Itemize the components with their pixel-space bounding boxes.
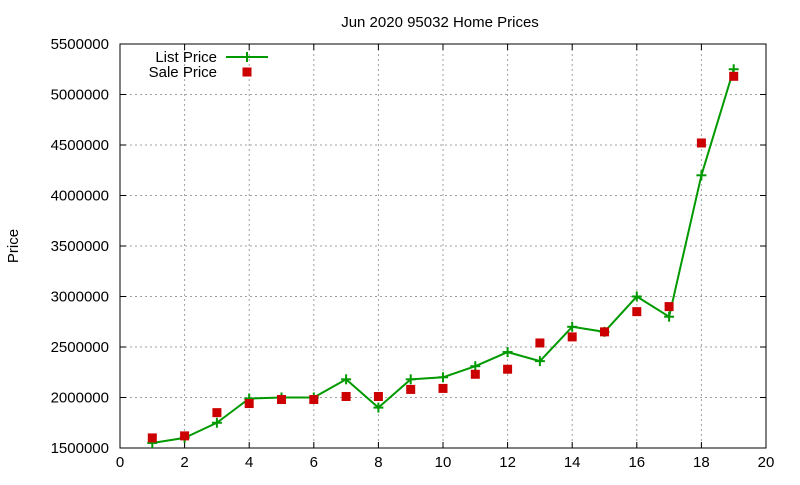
legend-label-list-price: List Price [155, 49, 217, 66]
y-tick-label: 2000000 [51, 390, 109, 407]
y-axis-label: Price [5, 229, 22, 263]
sale-price-point [309, 395, 319, 405]
x-tick-label: 14 [564, 454, 581, 471]
x-axis-ticks: 0 2 4 6 8 10 12 14 16 18 20 [116, 44, 775, 471]
list-price-point [405, 374, 416, 385]
y-tick-label: 2500000 [51, 339, 109, 356]
y-tick-label: 5500000 [51, 36, 109, 53]
sale-price-point [600, 327, 609, 337]
y-axis-ticks: 1500000 2000000 2500000 3000000 3500000 40000… [51, 36, 766, 457]
list-price-point [341, 374, 352, 385]
x-tick-label: 16 [628, 454, 645, 471]
x-tick-label: 2 [180, 454, 188, 471]
sale-price-point [470, 369, 480, 379]
x-tick-label: 20 [758, 454, 775, 471]
sale-price-point [277, 395, 286, 405]
sale-price-point [212, 408, 222, 418]
list-price-point [502, 347, 513, 358]
sale-price-point [503, 364, 513, 374]
list-price-point [470, 361, 481, 372]
sale-price-point [406, 384, 416, 394]
legend-plus-marker [242, 52, 252, 62]
sale-price-point [729, 71, 739, 81]
y-tick-label: 5000000 [51, 87, 109, 104]
legend-marker-list-price [242, 52, 252, 62]
sale-price-point [567, 332, 577, 342]
legend-label-sale-price: Sale Price [149, 64, 217, 81]
list-price-point [664, 311, 675, 322]
sale-price-point [664, 302, 674, 312]
sale-price-point [341, 391, 351, 401]
x-tick-label: 8 [374, 454, 382, 471]
sale-price-point [632, 307, 642, 317]
legend-marker-sale-price [242, 67, 252, 77]
list-price-point [438, 372, 448, 383]
sale-price-point [535, 338, 545, 348]
sale-price-point [438, 383, 448, 393]
sale-price-point [696, 138, 706, 148]
sale-price-point [373, 391, 383, 401]
y-tick-label: 4000000 [51, 188, 109, 205]
y-tick-label: 1500000 [51, 440, 109, 457]
y-tick-label: 3000000 [51, 289, 109, 306]
list-price-point [373, 402, 384, 413]
list-price-point [567, 321, 578, 332]
series-layer [147, 64, 739, 448]
y-tick-label: 4500000 [51, 137, 109, 154]
chart-title: Jun 2020 95032 Home Prices [341, 14, 539, 31]
x-tick-label: 12 [499, 454, 516, 471]
sale-price-point [147, 433, 157, 443]
x-tick-label: 10 [435, 454, 452, 471]
legend-square-marker [242, 67, 252, 77]
x-tick-label: 18 [693, 454, 710, 471]
x-tick-label: 6 [310, 454, 318, 471]
list-price-point [696, 170, 707, 181]
sale-price-point [244, 399, 254, 409]
x-tick-label: 0 [116, 454, 124, 471]
list-price-point [631, 291, 642, 302]
sale-price-point [180, 431, 190, 441]
list-price-point [534, 356, 545, 367]
legend: List Price Sale Price [149, 49, 268, 81]
y-tick-label: 3500000 [51, 238, 109, 255]
list-price-point [211, 417, 222, 428]
x-tick-label: 4 [245, 454, 253, 471]
